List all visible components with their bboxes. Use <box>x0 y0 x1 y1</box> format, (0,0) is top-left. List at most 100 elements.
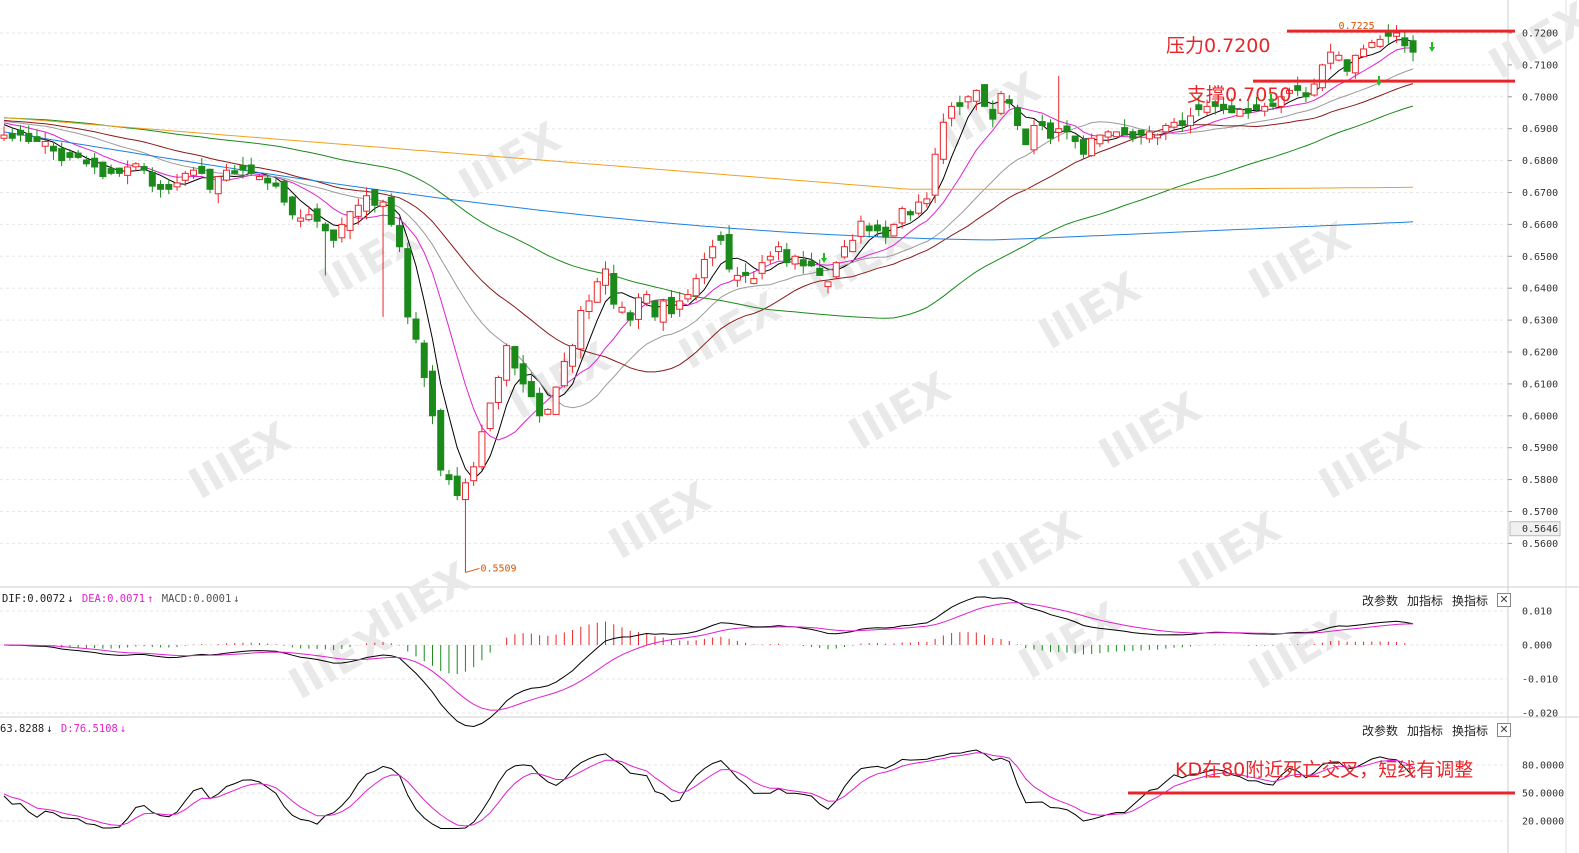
watermark-mark: IIIEX <box>1241 602 1359 698</box>
price-tick-label: 0.6900 <box>1522 124 1558 135</box>
candle-body <box>1409 40 1417 53</box>
candle-body <box>363 195 371 212</box>
kdj-change-params-button[interactable]: 改参数 <box>1362 724 1399 738</box>
macd-change-params-button[interactable]: 改参数 <box>1362 594 1399 608</box>
candle-body <box>140 166 148 171</box>
candle-body <box>1112 131 1120 138</box>
candles <box>0 24 1417 573</box>
macd-add-indicator-button[interactable]: 加指标 <box>1407 594 1444 608</box>
price-tick-label: 0.7200 <box>1522 29 1558 40</box>
candle-body <box>676 300 684 310</box>
candle-body <box>1302 92 1310 98</box>
ma-line-120 <box>3 131 1414 241</box>
candle-body <box>1055 128 1063 133</box>
ma-line-5 <box>3 38 1414 480</box>
candle-body <box>346 211 354 231</box>
price-tick-label: 0.5900 <box>1522 443 1558 454</box>
candle-body <box>511 346 519 369</box>
macd-tick-label: 0.010 <box>1522 607 1552 618</box>
kdj-k-label: 63.8288 <box>0 723 45 735</box>
candle-body <box>206 168 214 190</box>
macd-dif-label: DIF:0.0072 <box>2 593 66 605</box>
ma-line-20 <box>3 68 1414 409</box>
macd-dea-line <box>3 602 1414 711</box>
candle-body <box>264 177 272 184</box>
price-tick-label: 0.5800 <box>1522 475 1558 486</box>
ma-line-250 <box>3 117 1414 190</box>
watermark-mark: IIIEX <box>1091 382 1209 478</box>
signal-arrow <box>1429 42 1435 52</box>
candle-body <box>626 312 634 321</box>
candle-body <box>181 172 189 181</box>
kdj-tick-label: 50.0000 <box>1522 789 1564 800</box>
candle-body <box>618 306 626 313</box>
candle-body <box>1154 134 1162 139</box>
candle-body <box>931 153 939 196</box>
watermark-mark: IIIEX <box>281 612 399 708</box>
kdj-tick-label: 20.0000 <box>1522 817 1564 828</box>
candle-body <box>1228 105 1236 114</box>
price-tick-label: 0.6400 <box>1522 284 1558 295</box>
kdj-d-label: D:76.5108 <box>60 723 118 735</box>
watermark-mark: IIIEX <box>1171 502 1289 598</box>
candle-body <box>610 272 618 305</box>
candle-body <box>816 267 824 276</box>
candle-body <box>1244 108 1252 114</box>
candle-body <box>1178 120 1186 127</box>
candle-body <box>445 474 453 481</box>
candle-body <box>99 161 107 178</box>
macd-switch-indicator-button[interactable]: 换指标 <box>1452 594 1489 608</box>
candle-body <box>478 431 486 468</box>
macd-dif-line <box>3 596 1414 728</box>
candle-body <box>1079 139 1087 155</box>
candle-body <box>1014 107 1022 127</box>
candle-body <box>165 184 173 190</box>
candle-body <box>338 223 346 239</box>
kdj-switch-indicator-button[interactable]: 换指标 <box>1452 724 1489 738</box>
candle-body <box>41 140 49 147</box>
candle-body <box>832 262 840 278</box>
signal-arrow <box>821 253 827 263</box>
candle-body <box>989 108 997 120</box>
candle-body <box>849 239 857 253</box>
candle-body <box>239 164 247 171</box>
kdj-close-icon[interactable]: ✕ <box>1497 723 1511 737</box>
candle-body <box>808 260 816 267</box>
candle-body <box>1343 59 1351 72</box>
candle-body <box>1104 131 1112 138</box>
annotations: 0.5509 0.7225 压力0.7200 支撑0.7050 KD在80附近死亡交叉，… <box>465 21 1515 795</box>
candle-body <box>519 363 527 385</box>
candle-body <box>148 171 156 187</box>
candle-body <box>305 214 313 221</box>
candle-body <box>280 180 288 203</box>
candle-body <box>775 246 783 253</box>
candle-body <box>1401 37 1409 47</box>
ma-line-10 <box>3 47 1413 441</box>
candle-body <box>371 188 379 206</box>
candle-body <box>1005 99 1013 104</box>
candle-body <box>577 310 585 350</box>
candle-body <box>396 225 404 248</box>
watermark-mark: IIIEX <box>1481 0 1579 89</box>
candle-body <box>569 345 577 367</box>
candle-body <box>1211 101 1219 107</box>
macd-close-icon[interactable]: ✕ <box>1497 593 1511 607</box>
candle-body <box>231 170 239 174</box>
candle-body <box>66 152 74 158</box>
candle-body <box>173 182 181 188</box>
kdj-k-line <box>3 749 1414 829</box>
candle-body <box>890 223 898 237</box>
kdj-add-indicator-button[interactable]: 加指标 <box>1407 724 1444 738</box>
candle-body <box>1030 125 1038 151</box>
watermark-mark: IIIEX <box>971 502 1089 598</box>
candle-body <box>1046 122 1054 139</box>
candle-body <box>1393 32 1401 37</box>
candle-body <box>733 274 741 281</box>
candle-body <box>412 318 420 340</box>
candle-body <box>1145 131 1153 140</box>
candle-body <box>503 345 511 381</box>
candle-body <box>1376 38 1384 47</box>
low-marker-line <box>465 567 480 573</box>
candle-body <box>725 234 733 270</box>
candle-body <box>700 258 708 279</box>
